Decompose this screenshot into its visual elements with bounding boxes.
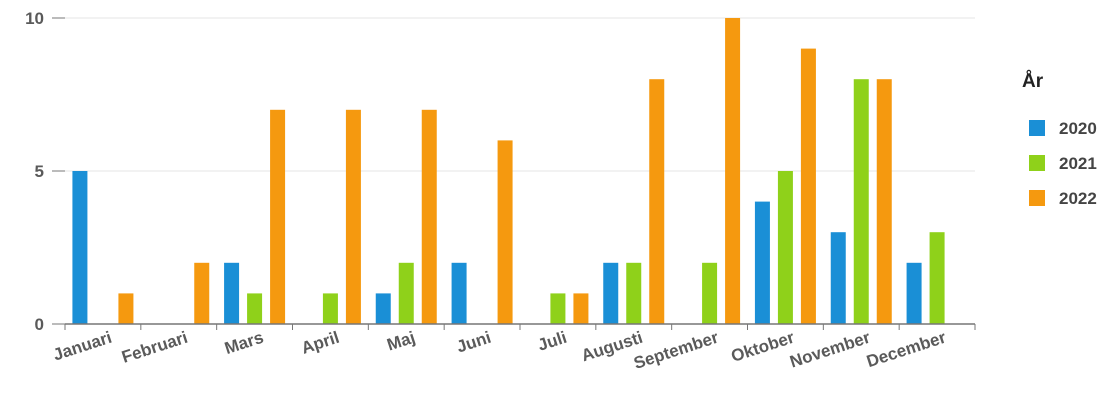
legend-title: År [1022,71,1044,92]
x-axis: Januari Februari Mars April Maj Juni Juli Augus… [51,323,976,373]
y-tick-label: 0 [35,315,44,334]
bar-2020-augusti [603,262,619,324]
bar-2021-april [322,293,338,324]
x-tick-label: Maj [385,328,418,355]
legend-swatch-2021 [1029,155,1045,171]
x-tick-label: Juni [454,328,493,357]
bar-2020-november [830,232,846,324]
gridlines [65,17,975,172]
bar-2021-juli [550,293,566,324]
bar-2020-juni [451,262,467,324]
bar-2021-september [702,262,718,324]
bar-2022-februari [194,262,210,324]
bar-2020-maj [375,293,391,324]
bars [72,18,945,324]
bar-2021-december [929,232,945,324]
bar-2022-maj [421,109,437,324]
y-axis: 0 5 10 [25,9,65,334]
bar-2022-mars [270,109,286,324]
x-tick-label: Februari [119,328,190,367]
y-tick-label: 5 [35,162,44,181]
bar-2020-mars [224,262,240,324]
x-tick-label: Januari [51,328,114,365]
bar-2022-april [345,109,361,324]
x-tick-label: December [864,328,948,372]
bar-2022-augusti [649,79,665,324]
bar-2020-januari [72,171,88,324]
bar-2021-mars [247,293,263,324]
bar-2021-oktober [777,171,793,324]
legend-swatch-2020 [1029,120,1045,136]
x-tick-label: November [788,328,873,372]
legend: År 2020 2021 2022 [1022,71,1097,208]
legend-label-2021: 2021 [1059,154,1097,173]
bar-2021-november [853,79,869,324]
x-tick-label: September [631,328,721,373]
x-tick-label: April [299,328,342,358]
x-tick-label: Mars [222,328,266,358]
bar-2020-december [906,262,922,324]
bar-2021-augusti [626,262,642,324]
bar-2020-oktober [754,201,770,324]
legend-label-2022: 2022 [1059,189,1097,208]
y-tick-label: 10 [25,9,44,28]
bar-2022-september [725,18,741,324]
x-tick-label: Oktober [729,328,797,366]
bar-2022-november [876,79,892,324]
legend-swatch-2022 [1029,190,1045,206]
bar-2022-januari [118,293,134,324]
legend-label-2020: 2020 [1059,119,1097,138]
bar-2022-juni [497,140,513,324]
bar-2022-juli [573,293,589,324]
bar-2021-maj [398,262,414,324]
bar-2022-oktober [800,48,816,324]
x-tick-label: Juli [535,328,569,355]
